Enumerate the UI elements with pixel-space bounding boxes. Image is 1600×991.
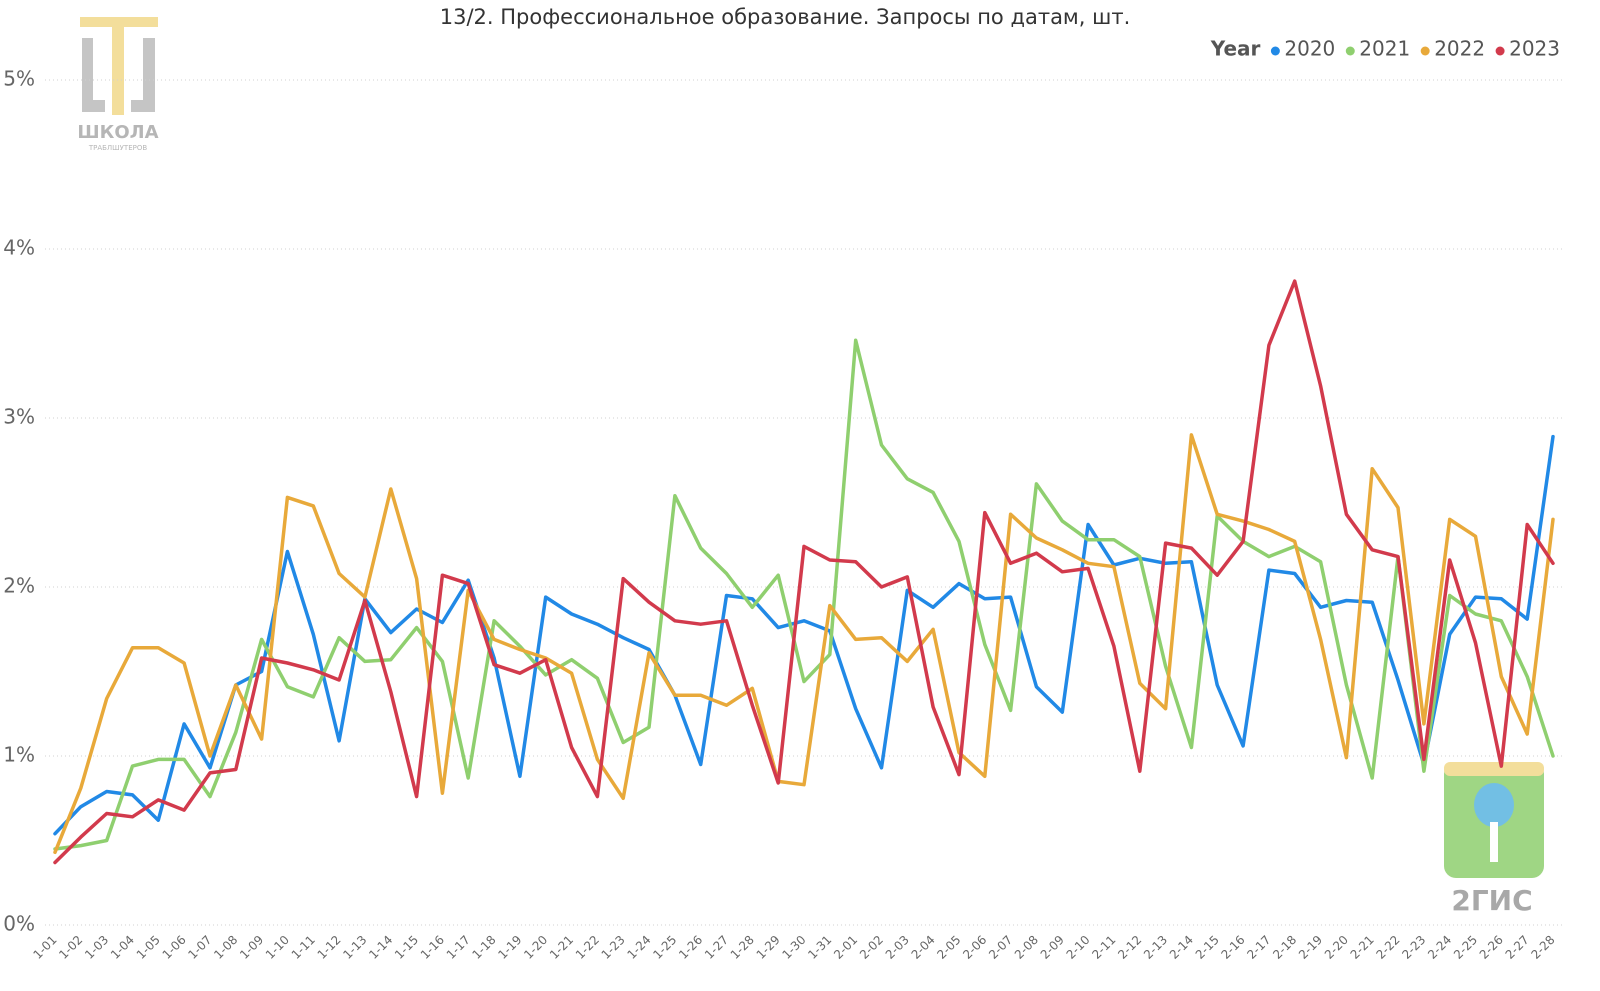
chart-title: 13/2. Профессиональное образование. Запр…	[440, 5, 1131, 29]
legend-label: 2023	[1509, 37, 1560, 61]
series-line	[53, 279, 1555, 865]
series-line	[53, 433, 1555, 855]
legend-label: 2022	[1434, 37, 1485, 61]
y-tick-label: 0%	[3, 912, 35, 936]
legend-marker	[1495, 46, 1505, 56]
watermark-text: ТРАБЛШУТЕРОВ	[88, 144, 148, 152]
logo-shape	[82, 38, 105, 112]
legend-label: 2021	[1359, 37, 1410, 61]
series-line	[53, 434, 1555, 836]
school-logo: ШКОЛА ТРАБЛШУТЕРОВ	[77, 17, 159, 152]
series-line	[53, 338, 1555, 851]
y-tick-label: 4%	[3, 236, 35, 260]
legend-label: 2020	[1284, 37, 1335, 61]
logo-shape	[1474, 783, 1514, 827]
y-tick-label: 5%	[3, 67, 35, 91]
legend-marker	[1345, 46, 1355, 56]
y-tick-label: 2%	[3, 574, 35, 598]
legend-title: Year	[1210, 37, 1261, 61]
watermark-text: 2ГИС	[1451, 884, 1532, 917]
gis-logo: 2ГИС	[1444, 762, 1544, 917]
y-tick-label: 1%	[3, 743, 35, 767]
logo-shape	[1444, 762, 1544, 776]
logo-shape	[131, 38, 155, 112]
legend: Year 2020 2021 2022 2023	[1210, 37, 1560, 61]
logo-shape	[80, 17, 158, 27]
watermark-text: ШКОЛА	[77, 122, 158, 143]
logo-shape	[1490, 822, 1498, 862]
legend-marker	[1270, 46, 1280, 56]
y-tick-label: 3%	[3, 405, 35, 429]
logo-shape	[112, 27, 124, 115]
legend-marker	[1420, 46, 1430, 56]
